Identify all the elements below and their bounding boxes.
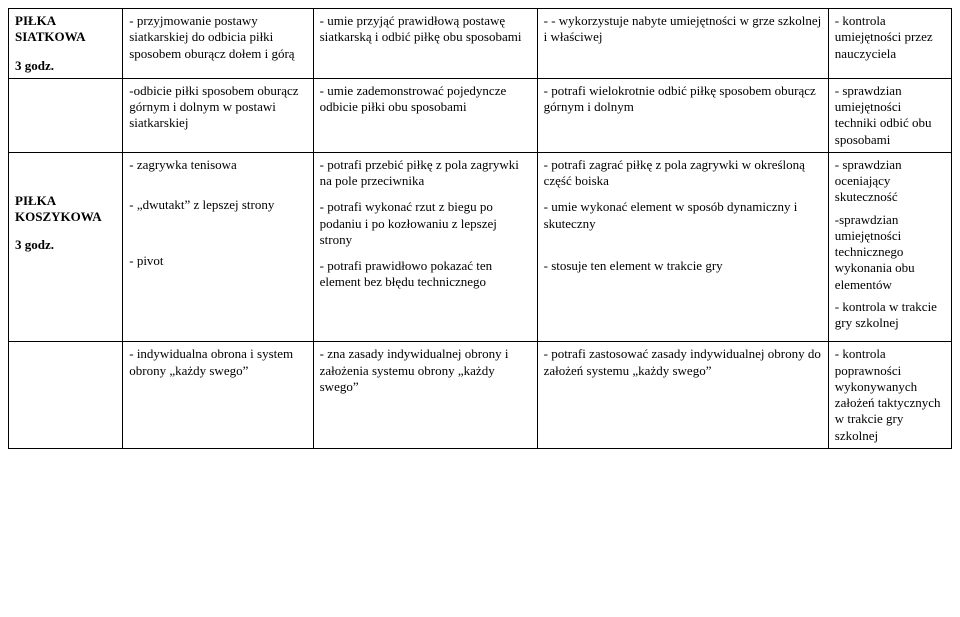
cell-skill-basic: - umie przyjąć prawidłową postawę siatka… (313, 9, 537, 79)
topic-text: PIŁKA KOSZYKOWA3 godz. (15, 157, 116, 254)
cell-content: -odbicie piłki sposobem oburącz górnym i… (123, 78, 313, 152)
cell-skill-basic: - umie zademonstrować pojedyncze odbicie… (313, 78, 537, 152)
block: - stosuje ten element w trakcie gry (544, 258, 822, 274)
block: - umie wykonać element w sposób dynamicz… (544, 199, 822, 232)
block: - potrafi prawidłowo pokazać ten element… (320, 258, 531, 291)
cell-topic (9, 342, 123, 449)
block: - „dwutakt” z lepszej strony (129, 197, 306, 213)
spacer (129, 219, 306, 253)
table-row: -odbicie piłki sposobem oburącz górnym i… (9, 78, 952, 152)
cell-assess: - kontrola poprawności wykonywanych zało… (828, 342, 951, 449)
block: - pivot (129, 253, 306, 269)
cell-skill-adv: - - wykorzystuje nabyte umiejętności w g… (537, 9, 828, 79)
topic-text: PIŁKA SIATKOWA3 godz. (15, 13, 116, 74)
curriculum-table: PIŁKA SIATKOWA3 godz. - przyjmowanie pos… (8, 8, 952, 449)
spacer (544, 238, 822, 258)
cell-skill-adv: - potrafi wielokrotnie odbić piłkę sposo… (537, 78, 828, 152)
block: - potrafi przebić piłkę z pola zagrywki … (320, 157, 531, 190)
cell-content: - przyjmowanie postawy siatkarskiej do o… (123, 9, 313, 79)
cell-skill-adv: - potrafi zagrać piłkę z pola zagrywki w… (537, 152, 828, 342)
cell-topic: PIŁKA SIATKOWA3 godz. (9, 9, 123, 79)
cell-assess: - sprawdzian oceniający skuteczność -spr… (828, 152, 951, 342)
block: - sprawdzian oceniający skuteczność (835, 157, 945, 206)
cell-topic: PIŁKA KOSZYKOWA3 godz. (9, 152, 123, 342)
cell-assess: - kontrola umiejętności przez nauczyciel… (828, 9, 951, 79)
cell-skill-basic: - zna zasady indywidualnej obrony i zało… (313, 342, 537, 449)
cell-topic (9, 78, 123, 152)
block: - zagrywka tenisowa (129, 157, 306, 173)
block: - potrafi zagrać piłkę z pola zagrywki w… (544, 157, 822, 190)
block: - kontrola w trakcie gry szkolnej (835, 299, 945, 332)
table-body: PIŁKA SIATKOWA3 godz. - przyjmowanie pos… (9, 9, 952, 449)
spacer (129, 179, 306, 197)
block: -sprawdzian umiejętności technicznego wy… (835, 212, 945, 293)
block: - potrafi wykonać rzut z biegu po podani… (320, 199, 531, 248)
table-row: - indywidualna obrona i system obrony „k… (9, 342, 952, 449)
cell-skill-basic: - potrafi przebić piłkę z pola zagrywki … (313, 152, 537, 342)
table-row: PIŁKA KOSZYKOWA3 godz. - zagrywka teniso… (9, 152, 952, 342)
cell-content: - zagrywka tenisowa - „dwutakt” z lepsze… (123, 152, 313, 342)
cell-content: - indywidualna obrona i system obrony „k… (123, 342, 313, 449)
cell-skill-adv: - potrafi zastosować zasady indywidualne… (537, 342, 828, 449)
cell-assess: - sprawdzian umiejętności techniki odbić… (828, 78, 951, 152)
table-row: PIŁKA SIATKOWA3 godz. - przyjmowanie pos… (9, 9, 952, 79)
